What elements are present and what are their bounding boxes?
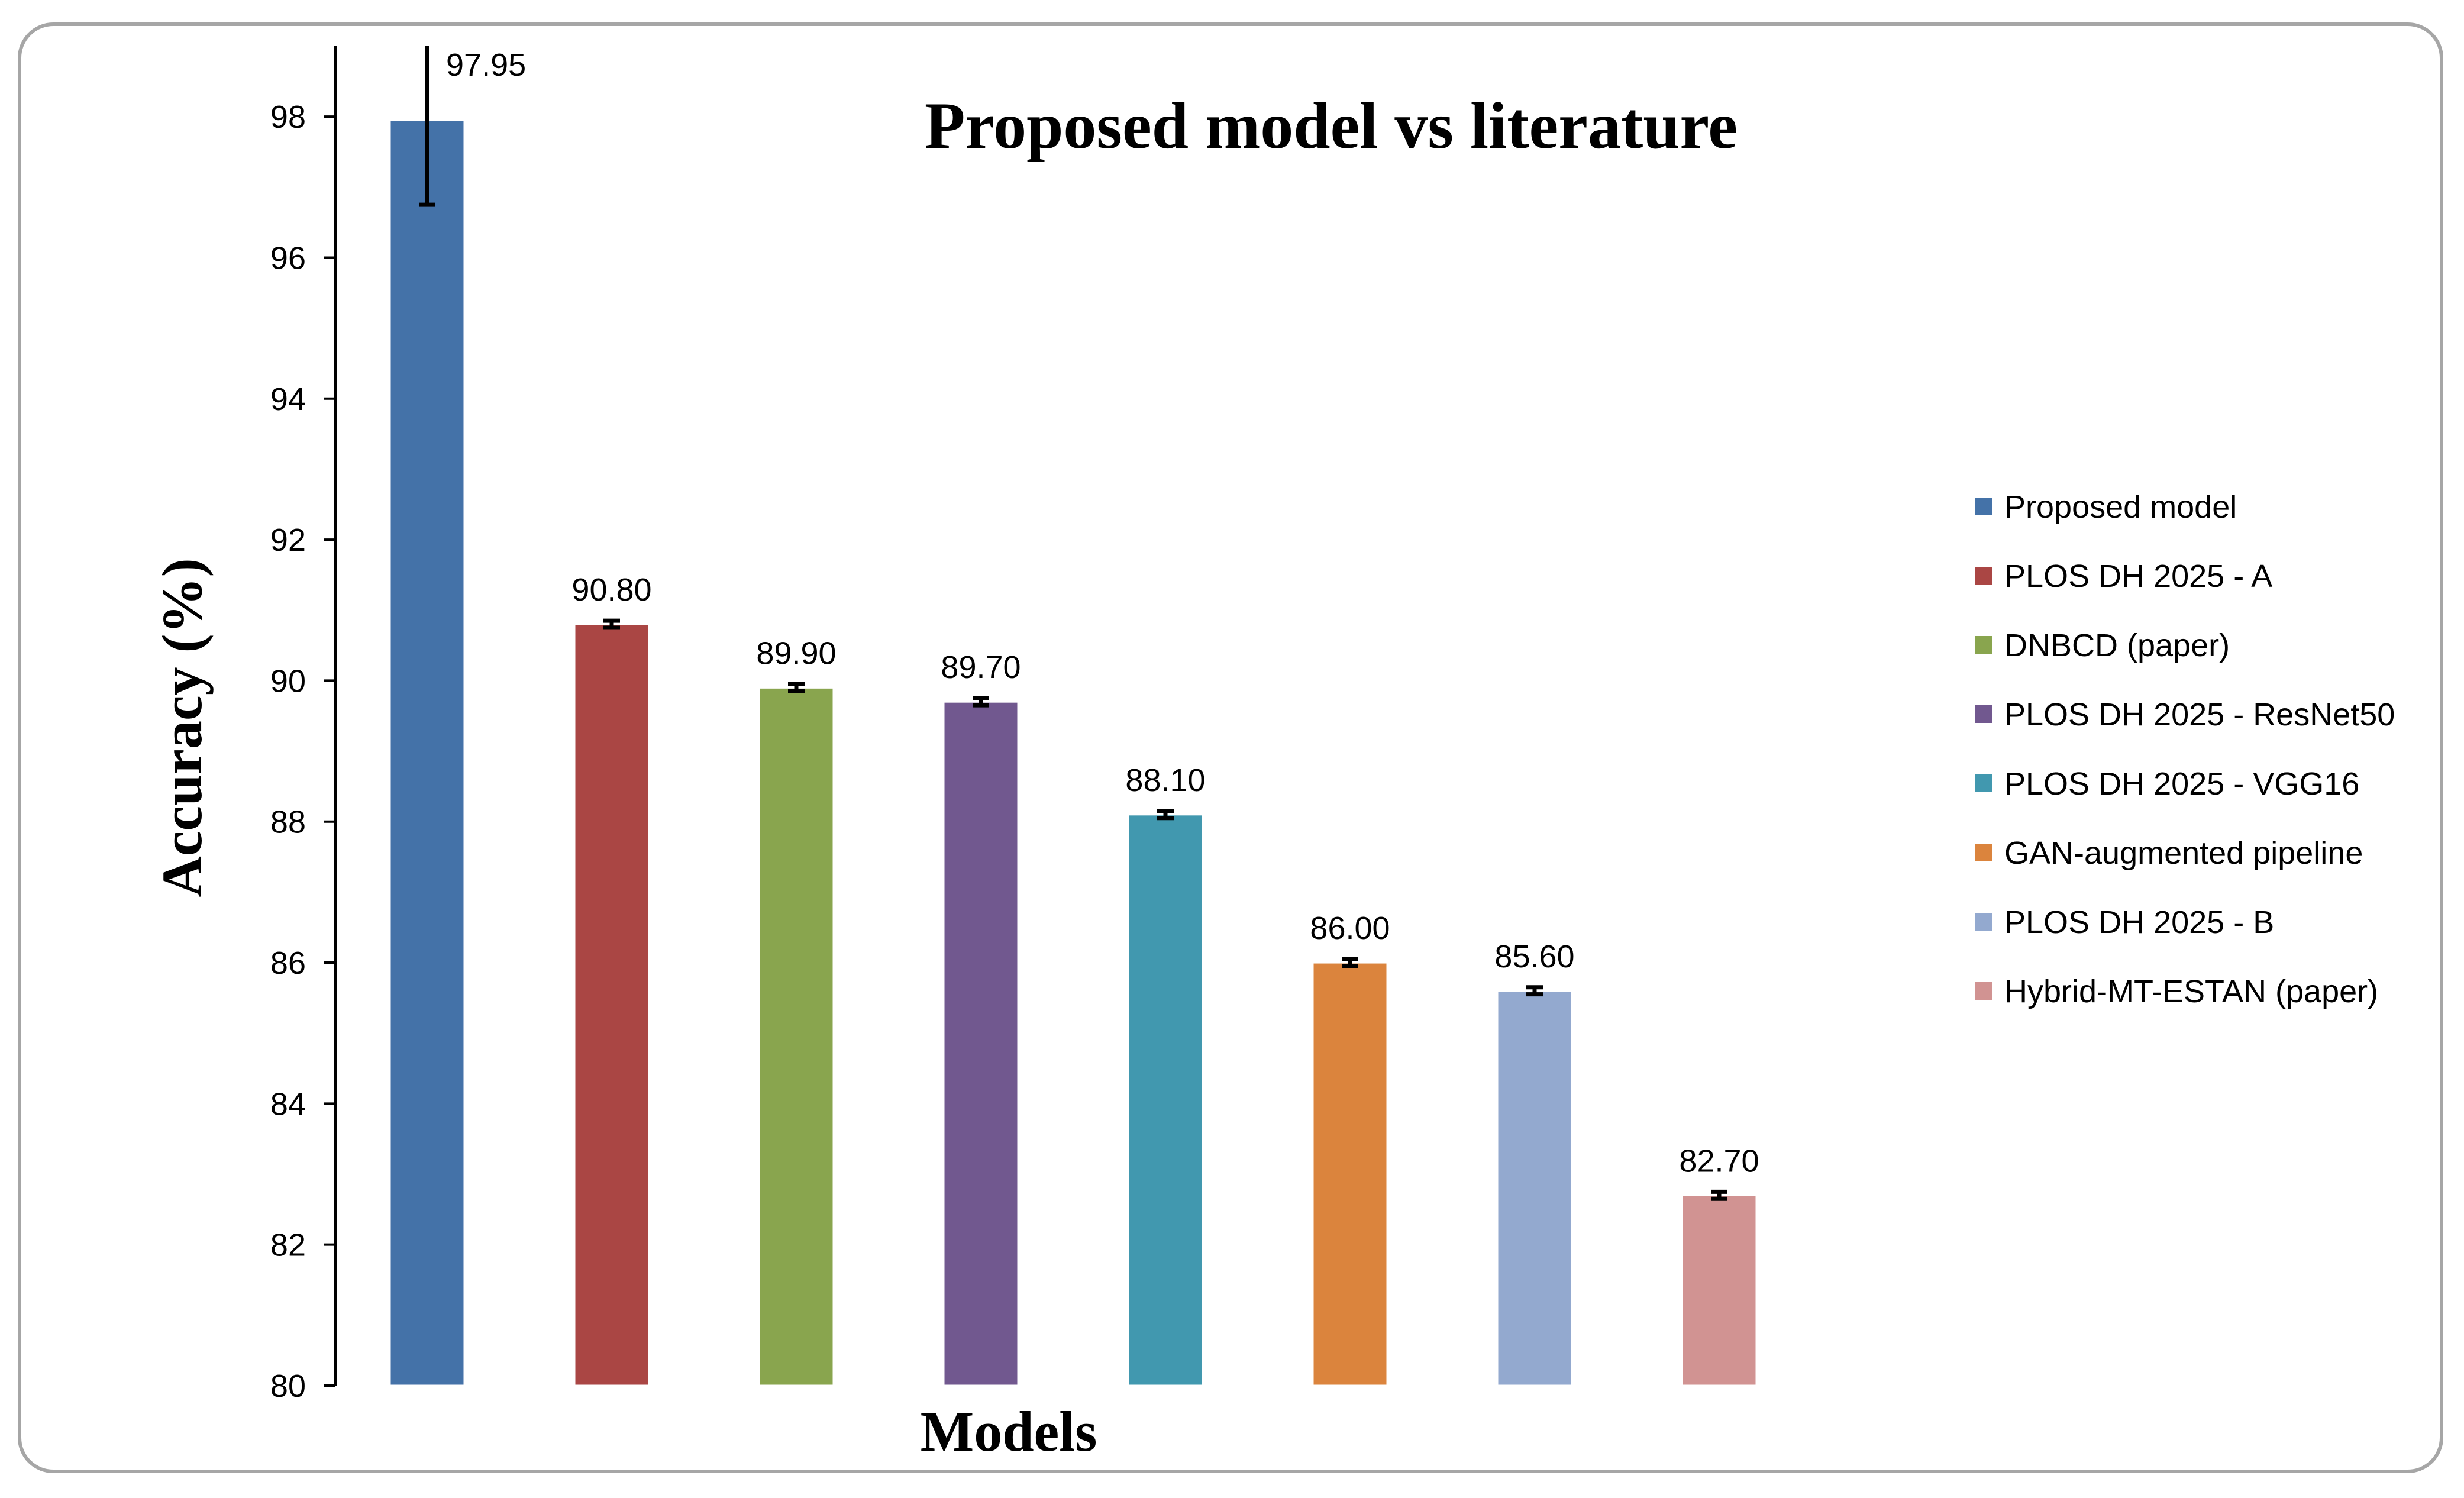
- bar: [573, 623, 650, 1387]
- data-label: 86.00: [1310, 911, 1390, 946]
- bar: [758, 686, 835, 1387]
- y-tick-label: 86: [270, 945, 306, 981]
- y-tick-label: 88: [270, 805, 306, 840]
- legend-label: DNBCD (paper): [2004, 628, 2230, 663]
- legend-swatch: [1975, 498, 1992, 515]
- y-tick-label: 96: [270, 240, 306, 276]
- chart-title: Proposed model vs literature: [925, 89, 1738, 163]
- legend-label: Hybrid-MT-ESTAN (paper): [2004, 974, 2378, 1009]
- data-label: 85.60: [1494, 939, 1574, 974]
- legend-swatch: [1975, 982, 1992, 1000]
- legend-label: PLOS DH 2025 - A: [2004, 558, 2272, 594]
- bar: [1681, 1194, 1758, 1387]
- legend: Proposed model PLOS DH 2025 - A DNBCD (pap…: [1975, 489, 2395, 1009]
- legend-swatch: [1975, 567, 1992, 585]
- bar: [1496, 990, 1573, 1387]
- y-tick-label: 98: [270, 99, 306, 135]
- legend-label: PLOS DH 2025 - VGG16: [2004, 766, 2359, 802]
- data-label: 88.10: [1125, 763, 1205, 798]
- legend-swatch: [1975, 844, 1992, 861]
- y-tick-label: 94: [270, 382, 306, 417]
- legend-swatch: [1975, 774, 1992, 792]
- bar: [942, 700, 1019, 1387]
- legend-swatch: [1975, 636, 1992, 654]
- data-label: 89.70: [941, 650, 1021, 685]
- data-label: 97.95: [446, 47, 526, 83]
- legend-label: PLOS DH 2025 - B: [2004, 905, 2274, 940]
- legend-swatch: [1975, 913, 1992, 931]
- x-axis-title: Models: [921, 1400, 1097, 1463]
- data-label: 89.90: [756, 635, 836, 671]
- y-tick-label: 82: [270, 1228, 306, 1263]
- data-label: 90.80: [571, 572, 651, 608]
- legend-label: PLOS DH 2025 - ResNet50: [2004, 697, 2395, 732]
- bar: [1127, 813, 1204, 1387]
- legend-label: GAN-augmented pipeline: [2004, 835, 2363, 871]
- bar: [389, 119, 466, 1387]
- bar: [1312, 961, 1388, 1387]
- legend-swatch: [1975, 705, 1992, 723]
- plot-area: 80 82 84 86 88 90 92 94 96 98 97.95 90.80 89.90 89.70…: [270, 46, 1759, 1404]
- y-tick-label: 84: [270, 1086, 306, 1122]
- y-axis-title: Accuracy (%): [150, 558, 214, 897]
- data-label: 82.70: [1679, 1143, 1759, 1179]
- y-tick-label: 90: [270, 663, 306, 699]
- y-tick-label: 92: [270, 522, 306, 558]
- y-tick-label: 80: [270, 1368, 306, 1404]
- legend-label: Proposed model: [2004, 489, 2237, 525]
